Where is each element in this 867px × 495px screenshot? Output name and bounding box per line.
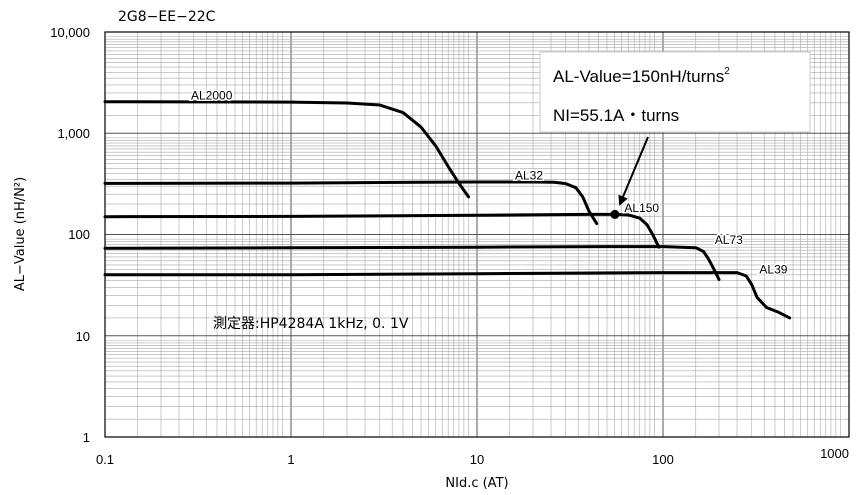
- annotation-text-al-value: AL-Value=150nH/turns: [553, 67, 724, 86]
- series-line-al32: [103, 180, 599, 226]
- series-label-al2000: AL2000: [191, 88, 233, 102]
- x-axis-label: NId.c (AT): [445, 476, 508, 491]
- y-tick-label: 1,000: [57, 126, 90, 141]
- series-line-al39: [103, 271, 792, 320]
- y-tick-labels: 10,000 1,000 100 10 1: [50, 25, 90, 445]
- series-group: AL2000 AL32 AL150 AL73 AL39: [103, 87, 792, 320]
- x-tick-labels: 0.1 1 10 100 1000: [96, 446, 849, 467]
- annotation-box: [539, 51, 811, 133]
- y-tick-label: 10: [76, 329, 90, 344]
- y-axis-label: AL−Value (nH/N²): [13, 177, 28, 291]
- annotation-superscript: 2: [724, 66, 730, 77]
- x-tick-label: 1000: [820, 446, 849, 461]
- series-line-al73: [103, 245, 721, 281]
- series-label-al32: AL32: [515, 168, 543, 182]
- x-tick-label: 10: [470, 452, 484, 467]
- y-tick-label: 10,000: [50, 25, 90, 40]
- series-line-al2000: [103, 100, 470, 199]
- y-tick-label: 100: [68, 227, 90, 242]
- annotation-line-1: AL-Value=150nH/turns2: [553, 66, 730, 86]
- x-tick-label: 0.1: [96, 452, 114, 467]
- chart-title: 2G8−EE−22C: [118, 9, 216, 25]
- x-tick-label: 1: [287, 452, 294, 467]
- series-label-al73: AL73: [715, 233, 743, 247]
- annotation-marker-point: [610, 209, 620, 219]
- series-label-al39: AL39: [759, 263, 787, 277]
- plot-frame: [104, 31, 850, 438]
- annotation-arrow: [618, 136, 649, 206]
- series-label-al150: AL150: [624, 201, 659, 215]
- series-line-al150: [103, 212, 661, 249]
- y-tick-label: 1: [83, 430, 90, 445]
- annotation-line-2: NI=55.1A・turns: [553, 106, 679, 125]
- x-tick-label: 100: [652, 452, 674, 467]
- measurement-note: 測定器:HP4284A 1kHz, 0. 1V: [213, 316, 409, 332]
